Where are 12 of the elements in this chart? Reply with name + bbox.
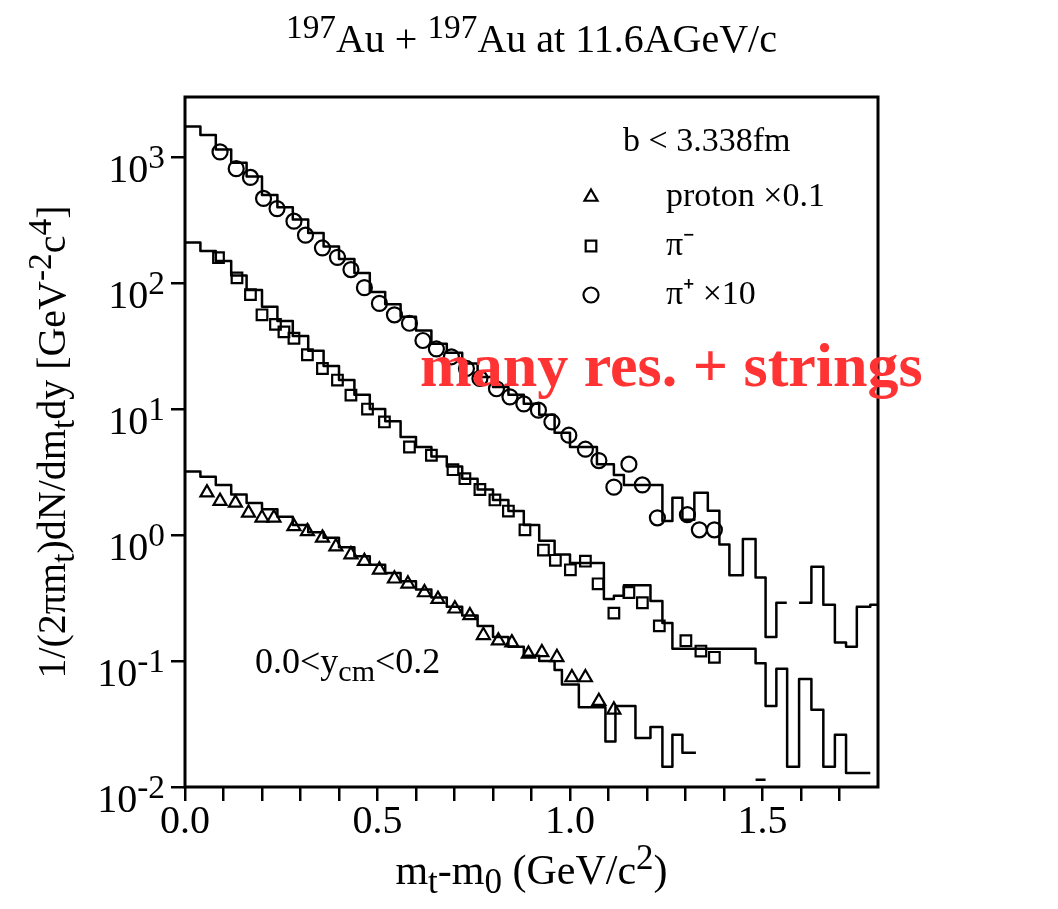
y-tick-label: 10$^{2}$: [108, 264, 165, 318]
y-tick-label: 10$^{0}$: [108, 516, 165, 570]
y-tick-label: 10$^{1}$: [108, 390, 165, 444]
x-tick-label: 1.5: [736, 796, 789, 843]
legend-label: π⁻: [666, 224, 695, 262]
legend-label: π⁺ ×10: [666, 273, 756, 311]
chart-title: $^{197}$Au + $^{197}$Au at 11.6AGeV/c: [285, 8, 778, 63]
legend-title: b < 3.338fm: [623, 120, 791, 158]
y-tick-label: 10$^{-1}$: [97, 642, 165, 696]
y-tick-label: 10$^{3}$: [107, 137, 165, 192]
legend-label: proton ×0.1: [666, 175, 825, 213]
annotation: 0.0<y$_{cm}$<0.2: [255, 640, 441, 689]
